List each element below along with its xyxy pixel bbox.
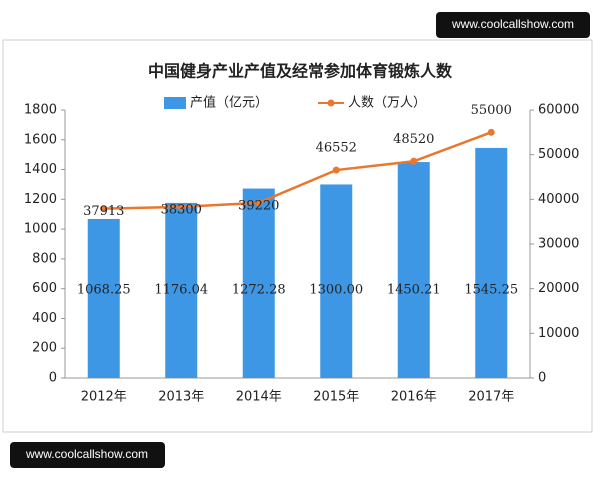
x-tick-label: 2016年 [391, 390, 437, 405]
bar-value-label: 1300.00 [309, 283, 363, 298]
y2-tick-label: 0 [538, 371, 546, 386]
y2-tick-label: 40000 [538, 192, 579, 207]
line-marker [100, 205, 108, 213]
bar-value-label: 1545.25 [464, 283, 518, 298]
line-marker [255, 199, 263, 207]
y-tick-label: 1600 [24, 132, 57, 147]
bar [397, 162, 430, 378]
y2-tick-label: 20000 [538, 281, 579, 296]
y-tick-label: 600 [32, 281, 57, 296]
bar [87, 218, 120, 378]
line-marker [332, 166, 340, 174]
line-marker [487, 128, 495, 136]
bar [165, 202, 198, 378]
line [103, 131, 492, 210]
watermark: www.coolcallshow.com [25, 447, 148, 461]
legend-label: 人数（万人） [348, 96, 426, 111]
line-marker [177, 203, 185, 211]
bar-value-label: 1176.04 [154, 283, 208, 298]
y2-tick-label: 50000 [538, 147, 579, 162]
x-tick-label: 2017年 [468, 390, 514, 405]
line-value-label: 39220 [238, 198, 279, 213]
line-value-label: 38300 [161, 202, 202, 217]
bar-value-label: 1272.28 [232, 283, 286, 298]
watermark-box [10, 442, 165, 468]
y-tick-label: 0 [49, 371, 57, 386]
y-tick-label: 800 [32, 251, 57, 266]
chart-title: 中国健身产业产值及经常参加体育锻炼人数 [148, 62, 453, 81]
y-tick-label: 1200 [24, 192, 57, 207]
x-tick-label: 2015年 [313, 390, 359, 405]
y-tick-label: 1400 [24, 162, 57, 177]
y2-tick-label: 30000 [538, 237, 579, 252]
line-value-label: 48520 [393, 132, 434, 147]
bar [320, 184, 353, 378]
y2-tick-label: 60000 [538, 103, 579, 118]
bar [475, 147, 508, 378]
chart-frame [2, 39, 593, 433]
line-value-label: 37913 [83, 204, 124, 219]
y-tick-label: 400 [32, 311, 57, 326]
line-value-label: 55000 [471, 103, 512, 118]
x-tick-label: 2013年 [158, 390, 204, 405]
y-tick-label: 1800 [24, 103, 57, 118]
y-tick-label: 1000 [24, 222, 57, 237]
bar [242, 188, 275, 378]
y-tick-label: 200 [32, 341, 57, 356]
watermark-box [436, 12, 590, 38]
line-value-label: 46552 [316, 141, 357, 156]
legend-label: 产值（亿元） [190, 95, 268, 111]
x-tick-label: 2012年 [81, 390, 127, 405]
bar-value-label: 1450.21 [387, 283, 441, 298]
legend-swatch [164, 97, 186, 109]
y2-tick-label: 10000 [538, 326, 579, 341]
line-marker [410, 157, 418, 165]
bar-value-label: 1068.25 [77, 283, 131, 298]
legend-marker [327, 99, 335, 107]
x-tick-label: 2014年 [236, 390, 282, 405]
watermark: www.coolcallshow.com [451, 17, 574, 31]
